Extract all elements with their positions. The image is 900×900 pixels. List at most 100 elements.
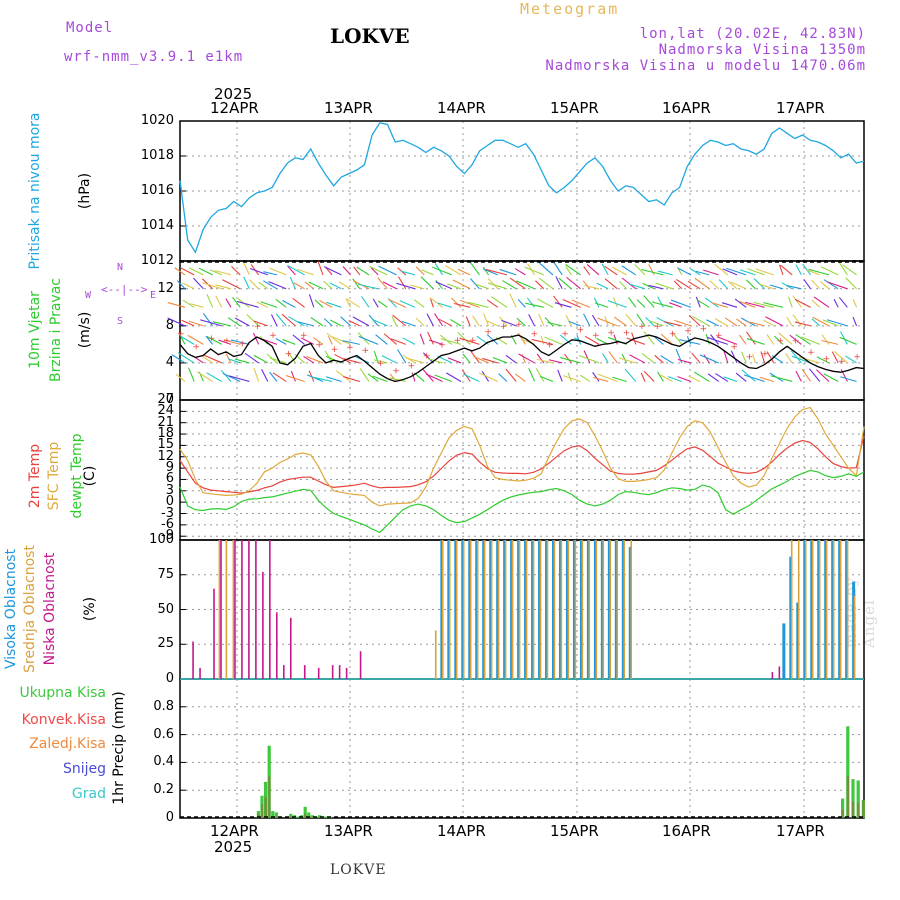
low-cloud-bar [303,665,306,679]
wind-barb [636,299,646,308]
high-cloud-bar [496,540,500,679]
ytick-label-3-3: 75 [157,566,174,582]
ytick-label-2-10: 21 [157,414,174,430]
wind-barb [705,334,710,345]
wind-barb [724,317,738,327]
mid-cloud-bar [441,540,444,679]
conv-precip-bar [268,776,271,818]
wind-barb [773,335,784,345]
wind-barb [640,372,646,382]
ytick-label-4-1: 0.2 [153,782,174,798]
high-cloud-bar [510,540,514,679]
wind-barb [314,299,324,308]
wind-barb [225,353,232,364]
wind-gust-marker: + [561,329,569,339]
wind-barb [591,314,600,327]
wind-barb [792,295,802,308]
wind-gust-marker: + [238,339,246,349]
ytick-label-3-0: 0 [165,671,174,686]
total-precip-bar [271,811,275,818]
wind-barb [753,278,765,290]
wind-gust-marker: + [223,337,231,347]
wind-barb [450,318,462,327]
wind-barb [833,298,839,308]
wind-barb [759,376,774,382]
high-cloud-bar [838,540,842,679]
wind-barb [459,337,480,345]
bottom-day-label-0: 12APR [210,822,259,840]
wind-barb [326,332,342,345]
wind-barb [593,297,600,308]
low-cloud-bar [241,540,243,679]
wind-barb [536,353,545,364]
high-cloud-bar [579,540,583,679]
wind-barb [429,339,443,345]
mid-cloud-bar [504,540,507,679]
ytick-label-1-3: 12 [157,280,174,296]
wind-gust-marker: + [807,348,815,358]
wind-barb [469,278,480,290]
wind-barb [778,264,784,276]
wind-barb [795,264,802,276]
wind-barb [583,350,591,364]
wind-gust-marker: + [653,322,661,332]
mid-cloud-bar [232,540,235,679]
wind-barb [695,270,710,276]
wind-barb [509,293,517,308]
wind-barb [716,336,738,345]
wind-barb [178,332,186,345]
legend-conv-precip: Konvek.Kisa [21,712,106,728]
wind-barb [597,373,618,382]
wind-barb [272,372,287,382]
wind-barb [202,282,222,290]
wind-barb [317,261,324,276]
wind-barb [813,296,830,308]
wind-barb [697,299,710,308]
wind-barb [434,374,452,382]
wind-gust-marker: + [285,350,293,360]
wind-barb [342,266,352,276]
high-cloud-bar [817,540,821,679]
mid-cloud-bar [490,540,493,679]
wind-barb [269,267,287,276]
low-cloud-bar [317,667,320,679]
wind-barb [222,372,241,382]
wind-barb [548,359,563,364]
wind-barb [553,295,563,308]
wind-barb [190,303,204,308]
wind-barb [786,316,793,327]
wind-barb [621,265,637,276]
wind-barb [641,353,655,364]
high-cloud-bar [440,540,444,679]
legend-total-precip: Ukupna Kisa [19,685,106,701]
wind-barb [451,297,462,308]
wind-barb [536,358,554,364]
mid-cloud-bar [616,540,619,679]
wind-barb [528,314,536,327]
wind-barb [198,267,213,276]
wind-barb [261,338,278,345]
wind-barb [400,270,416,276]
wind-barb [422,352,434,364]
wind-barb [657,371,664,382]
wind-barb [604,315,609,327]
wind-barb [411,372,416,382]
wind-barb [801,369,812,382]
wind-barb [372,298,379,308]
low-cloud-bar [771,672,774,679]
wind-barb [292,297,305,308]
wind-barb [434,263,444,276]
wind-barb [657,270,673,276]
wind-barb [592,371,600,382]
wind-barb [770,375,793,382]
wind-barb [414,372,425,382]
high-cloud-bar [621,540,625,679]
legend-snow: Snijeg [62,761,106,777]
wind-barb [536,298,554,308]
wind-barb [579,374,591,382]
wind-barb [421,269,434,276]
wind-barb [629,354,646,364]
wind-barb [525,302,544,308]
wind-barb [714,318,729,327]
wind-gust-marker: + [208,334,216,344]
